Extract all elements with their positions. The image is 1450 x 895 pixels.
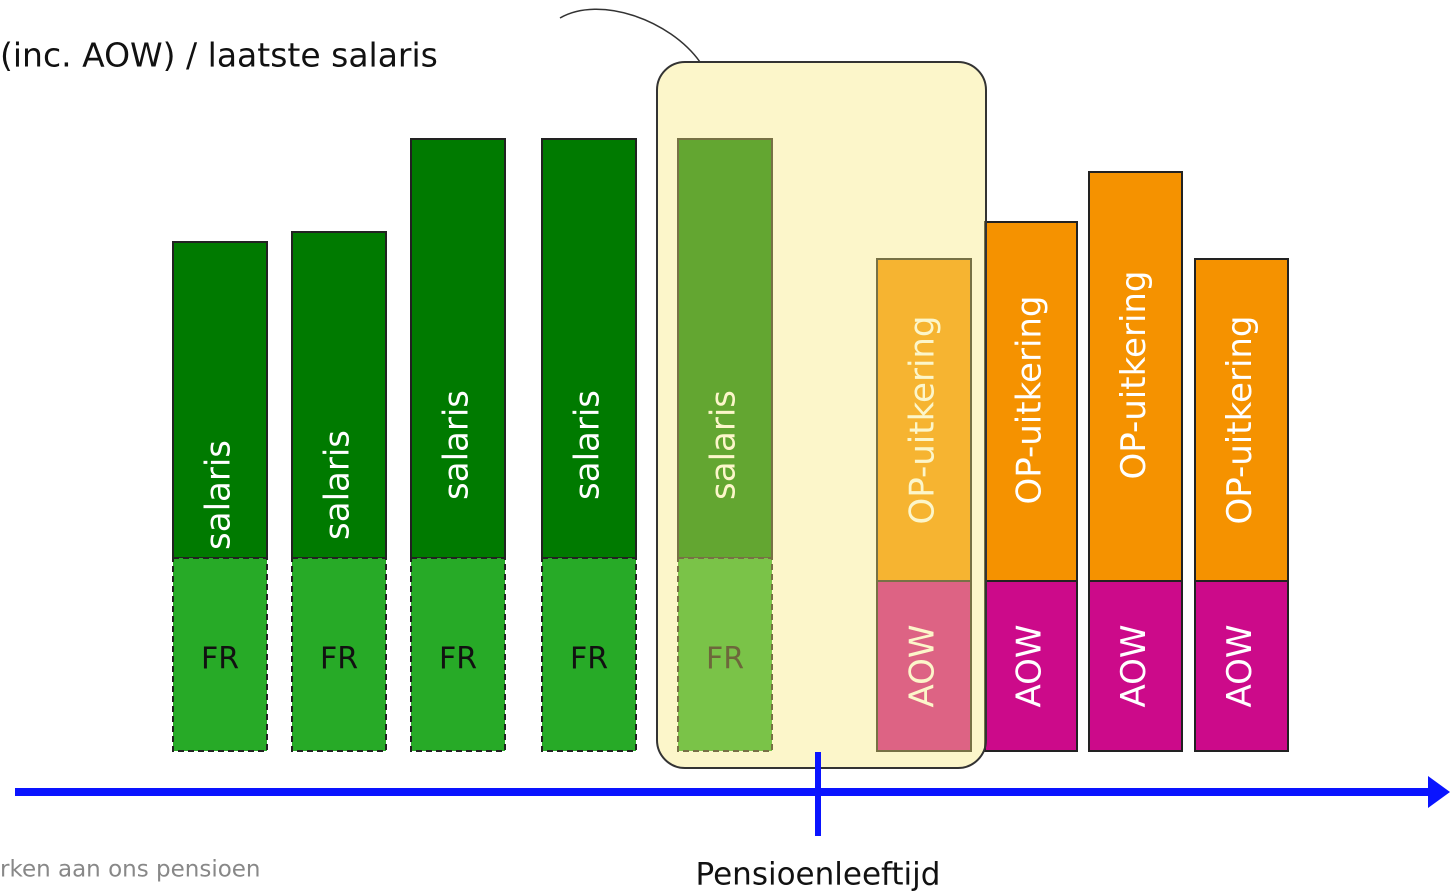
footer: rken aan ons pensioen <box>0 857 261 883</box>
bar-bottom <box>541 557 637 752</box>
bar-bottom-label: AOW <box>1114 624 1154 707</box>
bar-bottom-label: FR <box>320 642 358 677</box>
highlight-box <box>656 61 987 769</box>
bar-bottom <box>677 557 773 752</box>
bar-top-label: salaris <box>704 390 744 500</box>
bar-top <box>172 241 268 559</box>
axis-arrow <box>1428 776 1450 808</box>
bar-top <box>876 258 972 582</box>
bar-top-label: OP-uitkering <box>903 315 943 524</box>
bar-top <box>1088 171 1183 582</box>
bars: salaris FR salaris FR salaris FR salaris FR sala… <box>172 138 1289 752</box>
bar-top <box>984 221 1078 582</box>
axis-label: Pensioenleeftijd <box>696 857 941 893</box>
bar-top <box>541 138 637 559</box>
bar-top-label: salaris <box>199 440 239 550</box>
bar-bottom-label: AOW <box>1220 624 1260 707</box>
bar-top-label: salaris <box>318 430 358 540</box>
bar-bottom-label: FR <box>706 642 744 677</box>
bar-bottom-label: FR <box>439 642 477 677</box>
bar-bottom-label: FR <box>201 642 239 677</box>
bar-top-label: salaris <box>568 390 608 500</box>
bar-bottom <box>1088 580 1183 752</box>
bar-top-label: OP-uitkering <box>1220 315 1260 524</box>
bar-bottom <box>1194 580 1289 752</box>
bar-bottom-label: FR <box>570 642 608 677</box>
bar-top <box>410 138 506 559</box>
bar-top <box>1194 258 1289 582</box>
bar-bottom-label: AOW <box>903 624 943 707</box>
bar-bottom <box>876 580 972 752</box>
bar-bottom-label: AOW <box>1010 624 1050 707</box>
bar-bottom <box>984 580 1078 752</box>
bar-top-label: OP-uitkering <box>1114 270 1154 479</box>
bar-top-label: salaris <box>437 390 477 500</box>
bar-bottom <box>410 557 506 752</box>
bar-top-label: OP-uitkering <box>1010 295 1050 504</box>
bar-bottom <box>291 557 387 752</box>
bar-bottom <box>172 557 268 752</box>
bar-top <box>291 231 387 559</box>
callout-line <box>559 8 701 63</box>
title: (inc. AOW) / laatste salaris <box>0 36 438 75</box>
